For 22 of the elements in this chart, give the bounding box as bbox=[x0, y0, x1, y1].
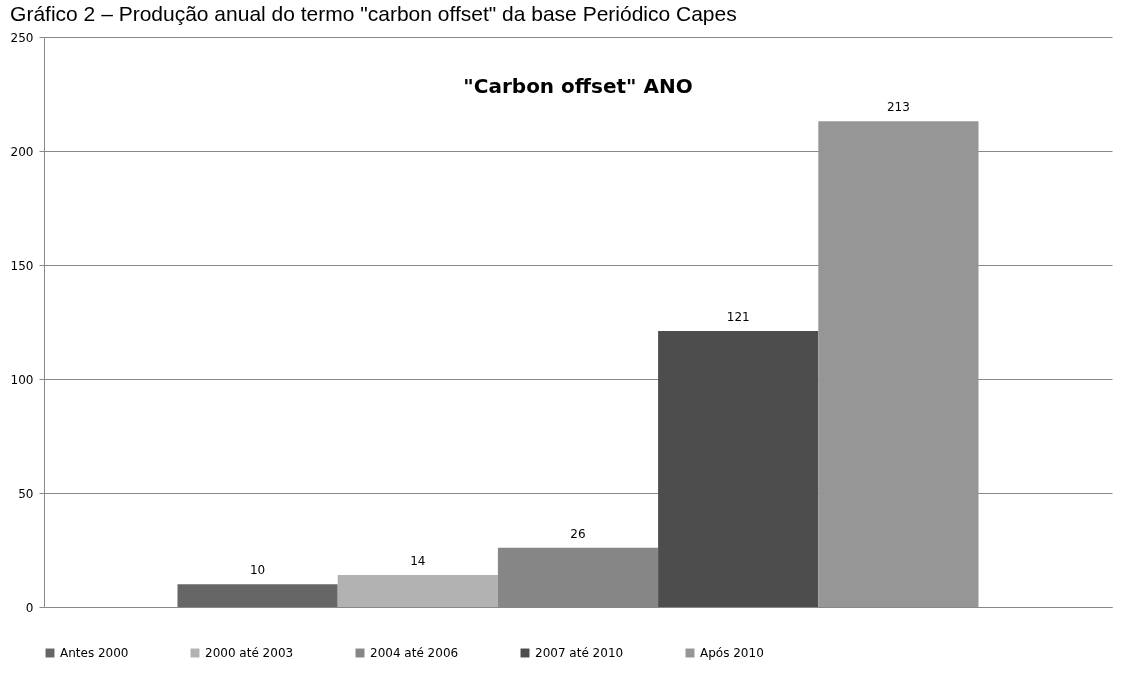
y-tick-label: 250 bbox=[10, 30, 34, 45]
legend-label: Antes 2000 bbox=[60, 646, 129, 660]
y-tick-label: 100 bbox=[10, 372, 34, 387]
y-tick-label: 50 bbox=[18, 486, 34, 501]
data-label: 26 bbox=[570, 526, 586, 541]
data-label: 213 bbox=[886, 100, 910, 115]
y-tick-label: 0 bbox=[25, 600, 34, 615]
bar bbox=[177, 584, 338, 607]
legend-label: 2007 até 2010 bbox=[535, 646, 624, 660]
bar bbox=[337, 575, 498, 607]
legend-label: 2004 até 2006 bbox=[370, 646, 459, 660]
legend-label: Após 2010 bbox=[700, 646, 764, 660]
chart-title: Gráfico 2 – Produção anual do termo "carbon offset" da base Periódico Capes bbox=[10, 2, 737, 25]
legend-label: 2000 até 2003 bbox=[205, 646, 294, 660]
text: "Carbon offset" ANO bbox=[463, 74, 693, 98]
y-tick-label: 200 bbox=[10, 144, 34, 159]
bar bbox=[658, 331, 819, 607]
y-tick-label: 150 bbox=[10, 258, 34, 273]
data-label: 10 bbox=[249, 563, 266, 578]
data-label: 14 bbox=[410, 554, 426, 569]
bar bbox=[818, 121, 979, 607]
data-label: 121 bbox=[726, 310, 750, 325]
